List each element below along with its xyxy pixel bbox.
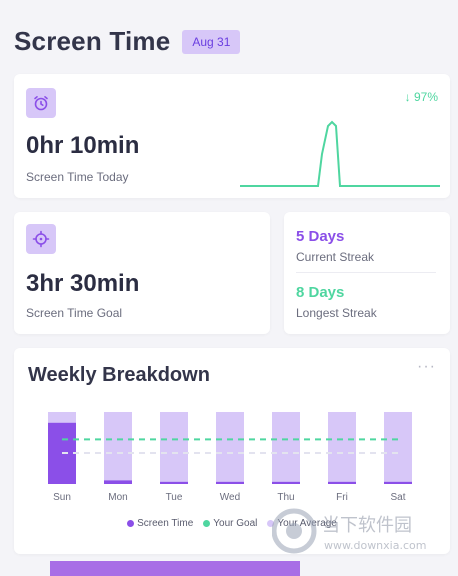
average-dot — [267, 519, 275, 527]
streak-card[interactable]: 5 Days Current Streak 8 Days Longest Str… — [284, 212, 450, 334]
day-label-tue: Tue — [166, 492, 183, 503]
legend-screen-time-label: Screen Time — [137, 518, 194, 529]
current-streak-value: 5 Days — [296, 228, 345, 245]
bar-background-sat — [384, 412, 412, 484]
more-options-icon[interactable]: ··· — [417, 358, 436, 375]
target-icon — [26, 224, 56, 254]
day-label-sun: Sun — [53, 492, 71, 503]
longest-streak-label: Longest Streak — [296, 306, 377, 320]
day-label-fri: Fri — [336, 492, 348, 503]
page-header: Screen Time Aug 31 — [14, 26, 241, 57]
watermark-logo: 当下软件园 www.downxia.com — [271, 505, 442, 560]
chart-legend: Screen Time Your Goal Your Average — [14, 518, 450, 529]
svg-text:当下软件园: 当下软件园 — [322, 515, 412, 536]
bottom-action-bar[interactable] — [50, 561, 300, 576]
day-label-mon: Mon — [108, 492, 127, 503]
bar-background-thu — [272, 412, 300, 484]
svg-text:www.downxia.com: www.downxia.com — [324, 539, 426, 552]
legend-your-average-label: Your Average — [277, 518, 337, 529]
bar-mon — [104, 480, 132, 484]
bar-fri — [328, 481, 356, 484]
bar-background-fri — [328, 412, 356, 484]
weekly-card: Weekly Breakdown ··· Sun Mon Tue Wed Thu Fri S… — [14, 348, 450, 554]
weekly-title: Weekly Breakdown — [28, 364, 210, 386]
bar-thu — [272, 481, 300, 484]
goal-value: 3hr 30min — [26, 270, 140, 297]
day-label-thu: Thu — [277, 492, 294, 503]
trend-indicator: ↓ 97% — [404, 90, 438, 104]
legend-your-goal-label: Your Goal — [213, 518, 258, 529]
alarm-clock-icon — [26, 88, 56, 118]
bar-wed — [216, 481, 244, 484]
weekly-chart: Sun Mon Tue Wed Thu Fri Sat — [48, 412, 412, 503]
screen-time-dot — [127, 519, 135, 527]
streak-divider — [296, 272, 436, 273]
legend-your-average: Your Average — [267, 518, 337, 529]
bar-background-wed — [216, 412, 244, 484]
today-label: Screen Time Today — [26, 170, 129, 184]
page-title: Screen Time — [14, 26, 171, 56]
goal-label: Screen Time Goal — [26, 306, 123, 320]
bar-background-mon — [104, 412, 132, 484]
day-label-wed: Wed — [220, 492, 240, 503]
legend-screen-time: Screen Time — [127, 518, 193, 529]
bar-background-tue — [160, 412, 188, 484]
today-sparkline — [240, 120, 440, 187]
today-value: 0hr 10min — [26, 132, 140, 159]
goal-card[interactable]: 3hr 30min Screen Time Goal — [14, 212, 270, 334]
day-label-sat: Sat — [390, 492, 405, 503]
current-streak-label: Current Streak — [296, 250, 375, 264]
goal-dot — [203, 519, 211, 527]
bar-sat — [384, 481, 412, 484]
longest-streak-value: 8 Days — [296, 284, 345, 301]
today-card[interactable]: 0hr 10min Screen Time Today ↓ 97% — [14, 74, 450, 198]
bar-tue — [160, 481, 188, 484]
date-badge[interactable]: Aug 31 — [182, 29, 241, 54]
legend-your-goal: Your Goal — [203, 518, 257, 529]
